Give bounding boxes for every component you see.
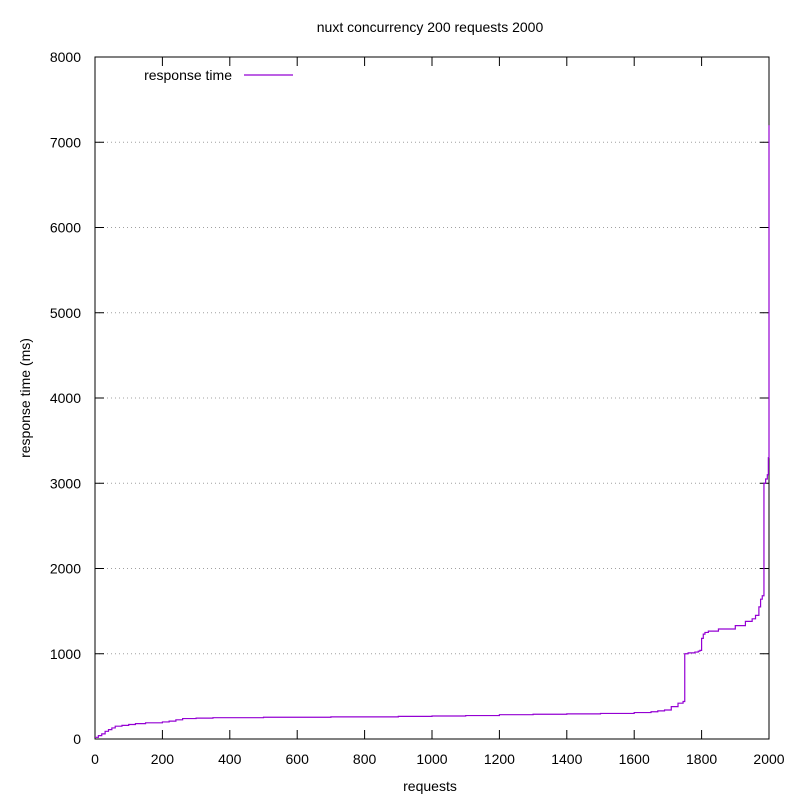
y-tick-label: 2000	[50, 561, 81, 577]
x-tick-label: 800	[353, 751, 377, 767]
chart-title: nuxt concurrency 200 requests 2000	[317, 19, 544, 35]
y-tick-label: 4000	[50, 390, 81, 406]
x-axis-label: requests	[403, 778, 457, 794]
y-axis-ticks: 0 1000 2000 3000 4000 5000 6000 7000 8000	[50, 49, 769, 747]
grid-lines	[95, 141, 769, 655]
y-tick-label: 0	[73, 731, 81, 747]
x-tick-label: 600	[286, 751, 310, 767]
x-tick-label: 2000	[753, 751, 784, 767]
x-tick-label: 0	[91, 751, 99, 767]
x-tick-label: 1000	[416, 751, 447, 767]
x-tick-label: 1400	[551, 751, 582, 767]
y-tick-label: 5000	[50, 305, 81, 321]
series-line-response-time	[95, 125, 770, 738]
x-axis-ticks: 0 200 400 600 800 1000 1200 1400 1600 1800 2000	[91, 57, 785, 767]
y-tick-label: 7000	[50, 134, 81, 150]
x-tick-label: 200	[151, 751, 175, 767]
x-tick-label: 1200	[484, 751, 515, 767]
legend-label-response-time: response time	[144, 67, 232, 83]
y-tick-label: 6000	[50, 220, 81, 236]
y-axis-label: response time (ms)	[17, 338, 33, 458]
x-tick-label: 400	[218, 751, 242, 767]
x-tick-label: 1800	[686, 751, 717, 767]
legend: response time	[144, 67, 293, 83]
x-tick-label: 1600	[619, 751, 650, 767]
y-tick-label: 3000	[50, 475, 81, 491]
y-tick-label: 8000	[50, 49, 81, 65]
y-tick-label: 1000	[50, 646, 81, 662]
